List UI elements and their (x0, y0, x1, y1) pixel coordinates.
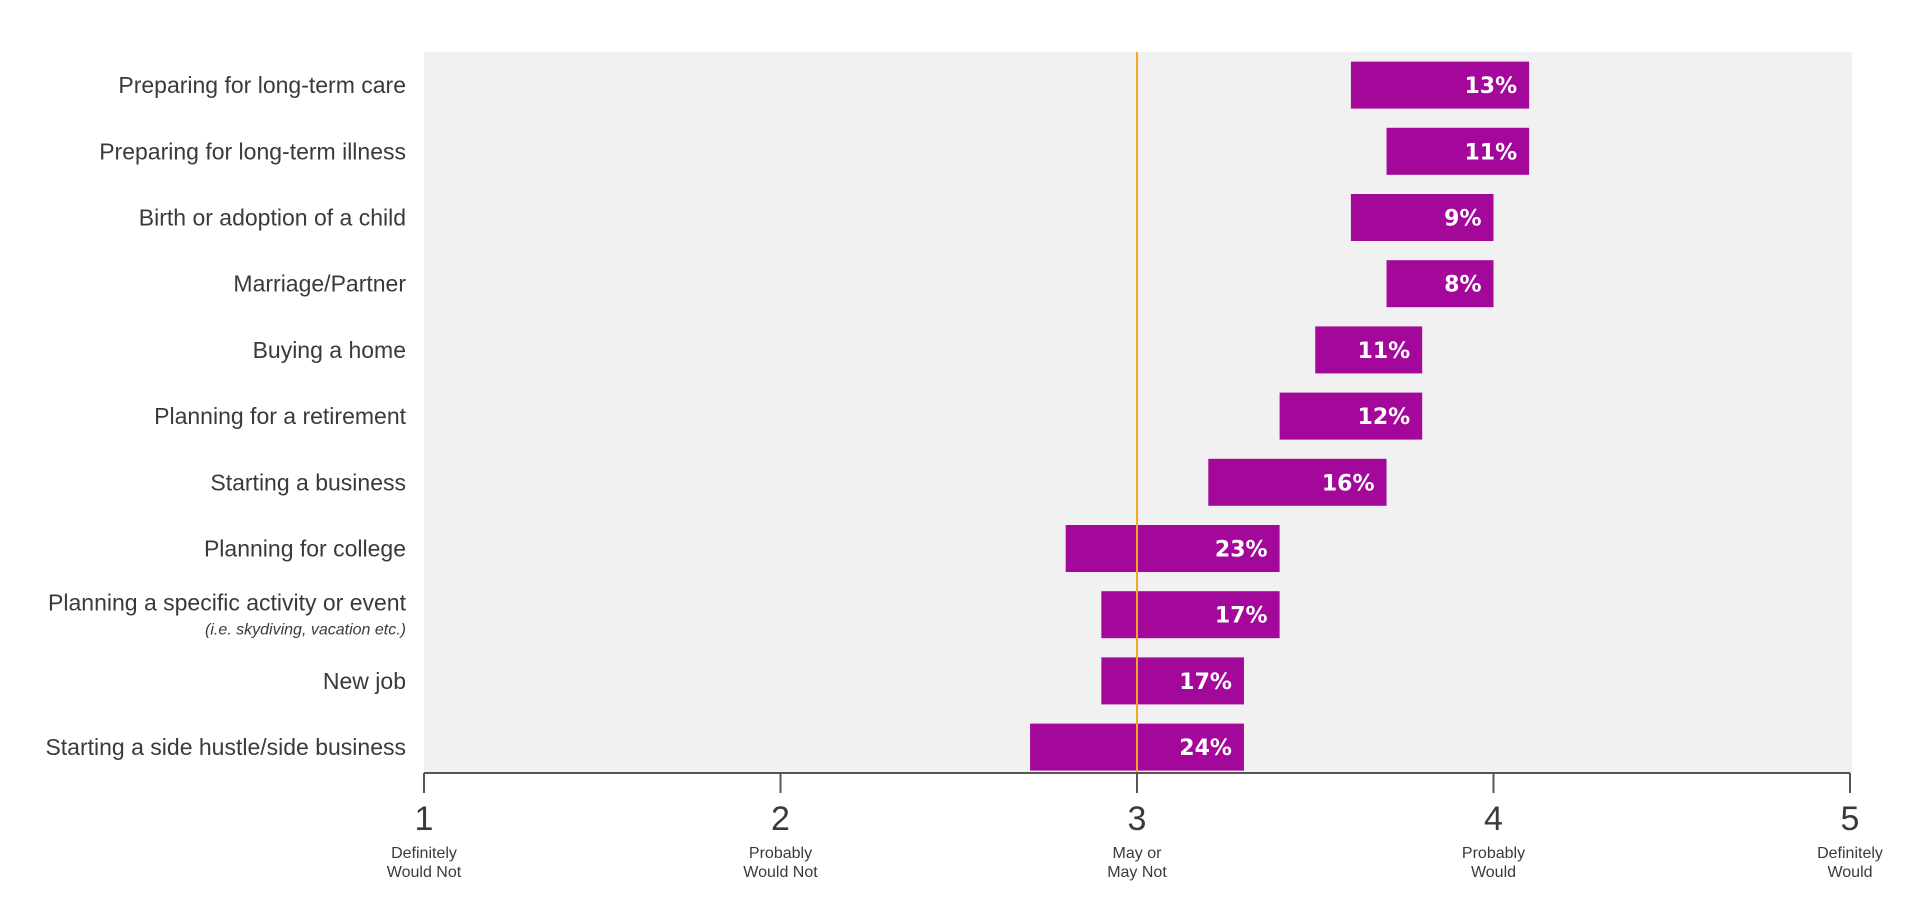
x-tick-label-4: 5 (1841, 800, 1860, 838)
x-tick-desc-1-1: Would Not (743, 864, 818, 881)
x-tick-desc-1-0: Probably (749, 845, 812, 862)
bar-8 (1101, 591, 1280, 639)
bar-7 (1065, 525, 1280, 572)
bar-2 (1350, 194, 1494, 241)
category-label-6: Starting a business (210, 469, 406, 495)
category-label-8: Planning a specific activity or event (48, 590, 407, 616)
bar-4 (1315, 326, 1423, 374)
data-label-8: 17% (1215, 604, 1268, 629)
bar-6 (1208, 458, 1387, 506)
x-tick-desc-4-1: Would (1827, 864, 1872, 881)
x-tick-label-3: 4 (1484, 800, 1503, 838)
category-label-0: Preparing for long-term care (118, 72, 406, 98)
x-tick-label-1: 2 (771, 800, 790, 838)
data-label-3: 8% (1444, 273, 1481, 298)
category-label-4: Buying a home (253, 337, 406, 363)
category-label-5: Planning for a retirement (154, 403, 406, 429)
category-label-7: Planning for college (204, 536, 406, 562)
data-label-5: 12% (1358, 405, 1411, 430)
x-tick-desc-0-0: Definitely (391, 845, 457, 862)
category-sublabel-8: (i.e. skydiving, vacation etc.) (205, 622, 406, 639)
bar-0 (1350, 61, 1530, 109)
data-label-0: 13% (1464, 74, 1517, 99)
bar-3 (1386, 260, 1494, 308)
data-label-7: 23% (1215, 538, 1268, 563)
labels-layer: 13% Preparing for long-term care 11% Prepar… (45, 72, 1517, 761)
category-label-3: Marriage/Partner (233, 271, 406, 297)
x-tick-label-0: 1 (415, 800, 434, 838)
x-tick-desc-3-1: Would (1471, 864, 1516, 881)
bar-9 (1101, 657, 1244, 705)
data-label-2: 9% (1444, 207, 1481, 232)
x-axis: 1 Definitely Would Not 2 Probably Would Not 3 M… (387, 772, 1883, 881)
bars-layer (1030, 61, 1530, 771)
bar-5 (1279, 392, 1423, 440)
data-label-4: 11% (1358, 339, 1411, 364)
x-tick-desc-0-1: Would Not (387, 864, 462, 881)
category-label-1: Preparing for long-term illness (99, 138, 406, 164)
category-label-2: Birth or adoption of a child (139, 205, 406, 231)
category-label-10: Starting a side hustle/side business (45, 734, 406, 760)
category-label-9: New job (323, 668, 406, 694)
data-label-10: 24% (1179, 736, 1232, 761)
data-label-1: 11% (1464, 140, 1517, 165)
x-tick-label-2: 3 (1128, 800, 1147, 838)
x-tick-desc-2-0: May or (1113, 845, 1163, 862)
bar-1 (1386, 127, 1530, 175)
data-label-6: 16% (1322, 471, 1375, 496)
data-label-9: 17% (1179, 670, 1232, 695)
x-tick-desc-4-0: Definitely (1817, 845, 1883, 862)
x-tick-desc-2-1: May Not (1107, 864, 1167, 881)
x-tick-desc-3-0: Probably (1462, 845, 1525, 862)
